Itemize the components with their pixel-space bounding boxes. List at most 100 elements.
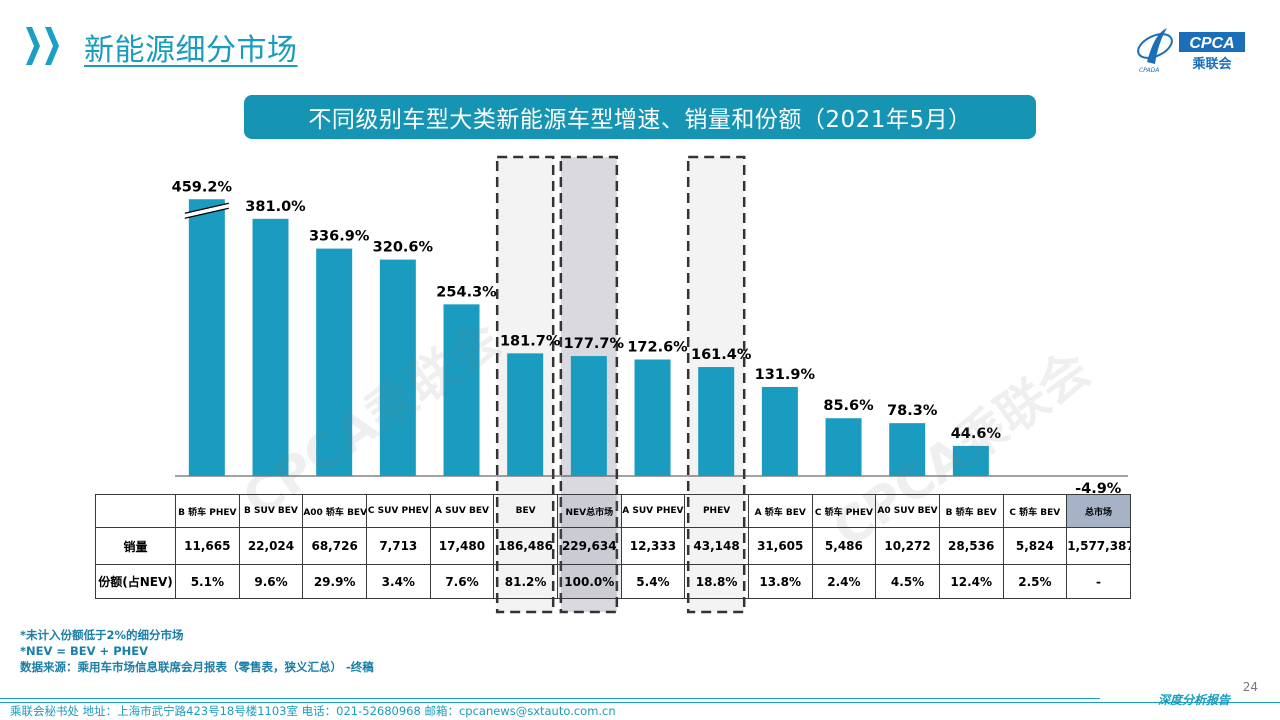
logo-subtext: 乘联会 xyxy=(1191,56,1232,72)
share-cell: 29.9% xyxy=(302,564,367,599)
table-header-cell: BEV xyxy=(493,494,558,528)
share-cell: 3.4% xyxy=(365,564,431,599)
bar xyxy=(507,353,544,476)
table-header-cell: C 轿车 BEV xyxy=(1002,494,1068,528)
table-sales-row: 销量 11,665 22,024 68,726 7,713 17,480 186,486 2… xyxy=(95,527,1131,565)
bar xyxy=(889,423,926,476)
table-share-row: 份额(占NEV) 5.1% 9.6% 29.9% 3.4% 7.6% 81.2% 100.0… xyxy=(95,564,1131,599)
notes: *未计入份额低于2%的细分市场 *NEV = BEV + PHEV 数据来源：乘… xyxy=(20,627,374,675)
share-cell: 7.6% xyxy=(429,564,495,599)
sales-cell: 11,665 xyxy=(175,527,240,565)
axis-break-mark xyxy=(184,207,229,219)
data-label: 131.9% xyxy=(755,367,816,383)
data-label: 381.0% xyxy=(245,199,306,215)
table-header-cell: C SUV PHEV xyxy=(365,494,431,528)
table-header-cell: A SUV BEV xyxy=(429,494,495,528)
footer-report-label: 深度分析报告 xyxy=(1157,693,1230,707)
axis-break-gap xyxy=(184,203,229,219)
sales-cell: 17,480 xyxy=(429,527,495,565)
sales-cell: 43,148 xyxy=(684,527,749,565)
footer-contact: 乘联会秘书处 地址：上海市武宁路423号18号楼1103室 电话：021-526… xyxy=(10,704,616,718)
sales-cell: 12,333 xyxy=(620,527,686,565)
bar xyxy=(316,248,353,476)
chevron-right-icon xyxy=(45,27,59,65)
bar xyxy=(570,356,607,476)
table-corner-cell xyxy=(95,494,176,528)
table-header-cell: B 轿车 BEV xyxy=(938,494,1004,528)
bar xyxy=(634,359,671,476)
share-row-label: 份额(占NEV) xyxy=(95,564,176,599)
share-cell: 2.4% xyxy=(811,564,877,599)
share-cell: 4.5% xyxy=(875,564,940,599)
table-header-cell: A00 轿车 BEV xyxy=(302,494,367,528)
sales-cell: 186,486 xyxy=(493,527,558,565)
axis-break-mark xyxy=(184,202,229,214)
footer-divider-upper xyxy=(0,698,1100,699)
table-header-cell: A 轿车 BEV xyxy=(747,494,813,528)
data-label: 181.7% xyxy=(500,333,561,349)
page-title: 新能源细分市场 xyxy=(84,33,298,68)
data-label: 161.4% xyxy=(691,347,752,363)
share-cell: 12.4% xyxy=(938,564,1004,599)
bar xyxy=(698,367,735,476)
data-label: 336.9% xyxy=(309,229,370,245)
data-label: 320.6% xyxy=(373,240,434,256)
sales-cell: 31,605 xyxy=(747,527,813,565)
bar xyxy=(825,418,862,476)
bar xyxy=(761,386,798,476)
chevron-left-icon xyxy=(26,27,40,65)
share-cell: 5.1% xyxy=(175,564,240,599)
table-header-cell: A SUV PHEV xyxy=(620,494,686,528)
share-cell: 18.8% xyxy=(684,564,749,599)
sales-cell: 28,536 xyxy=(938,527,1004,565)
sales-row-label: 销量 xyxy=(95,527,176,565)
sales-cell: 10,272 xyxy=(875,527,940,565)
note-line-3: 数据来源：乘用车市场信息联席会月报表（零售表，狭义汇总） -终稿 xyxy=(20,660,374,674)
data-label: 177.7% xyxy=(564,336,625,352)
note-line-2: *NEV = BEV + PHEV xyxy=(20,644,149,658)
data-label: 44.6% xyxy=(951,426,1002,442)
bar xyxy=(188,199,225,476)
footer-divider xyxy=(0,702,1280,703)
chart-title-banner: 不同级别车型大类新能源车型增速、销量和份额（2021年5月） xyxy=(244,95,1036,139)
sales-cell: 22,024 xyxy=(238,527,304,565)
share-cell: 2.5% xyxy=(1002,564,1068,599)
table-header-row: B 轿车 PHEV B SUV BEV A00 轿车 BEV C SUV PHEV A … xyxy=(95,494,1131,528)
sales-cell: 5,824 xyxy=(1002,527,1068,565)
share-cell: 100.0% xyxy=(556,564,622,599)
bar xyxy=(252,218,289,476)
sales-cell: 68,726 xyxy=(302,527,367,565)
share-cell: 9.6% xyxy=(238,564,304,599)
bar xyxy=(443,304,480,476)
sales-cell: 7,713 xyxy=(365,527,431,565)
data-label: 172.6% xyxy=(627,339,688,355)
data-label: 254.3% xyxy=(436,284,497,300)
logo-small-text: CPADA xyxy=(1139,67,1159,74)
data-label: 78.3% xyxy=(887,403,938,419)
note-line-1: *未计入份额低于2%的细分市场 xyxy=(20,628,184,642)
table-header-cell: NEV总市场 xyxy=(556,494,622,528)
table-header-cell: 总市场 xyxy=(1066,494,1131,528)
data-label: -4.9% xyxy=(1075,481,1122,497)
table-header-cell: B 轿车 PHEV xyxy=(175,494,240,528)
sales-share-table: B 轿车 PHEV B SUV BEV A00 轿车 BEV C SUV PHEV A … xyxy=(95,494,1131,599)
cpca-logo: CPCA 乘联会 CPADA xyxy=(1137,28,1245,74)
sales-cell: 229,634 xyxy=(556,527,622,565)
sales-cell: 5,486 xyxy=(811,527,877,565)
table-header-cell: PHEV xyxy=(684,494,749,528)
share-cell: - xyxy=(1066,564,1131,599)
table-header-cell: B SUV BEV xyxy=(238,494,304,528)
table-header-cell: A0 SUV BEV xyxy=(875,494,940,528)
table-header-cell: C 轿车 PHEV xyxy=(811,494,877,528)
data-label: 85.6% xyxy=(823,398,874,414)
logo-text: CPCA xyxy=(1189,35,1234,52)
share-cell: 81.2% xyxy=(493,564,558,599)
bar xyxy=(379,259,416,476)
page-number: 24 xyxy=(1242,680,1258,694)
bar xyxy=(952,445,989,476)
share-cell: 13.8% xyxy=(747,564,813,599)
share-cell: 5.4% xyxy=(620,564,686,599)
sales-cell: 1,577,387 xyxy=(1066,527,1131,565)
data-label: 459.2% xyxy=(172,179,233,195)
